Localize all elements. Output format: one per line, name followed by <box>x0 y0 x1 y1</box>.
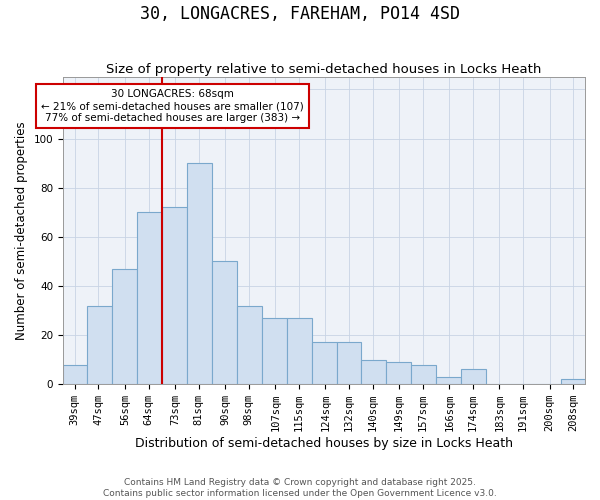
Bar <box>312 342 337 384</box>
Bar <box>461 370 486 384</box>
Y-axis label: Number of semi-detached properties: Number of semi-detached properties <box>15 122 28 340</box>
Bar <box>436 377 461 384</box>
Text: 30, LONGACRES, FAREHAM, PO14 4SD: 30, LONGACRES, FAREHAM, PO14 4SD <box>140 5 460 23</box>
Bar <box>262 318 287 384</box>
Bar <box>562 380 585 384</box>
Bar <box>86 306 112 384</box>
Title: Size of property relative to semi-detached houses in Locks Heath: Size of property relative to semi-detach… <box>106 63 542 76</box>
Text: 30 LONGACRES: 68sqm
← 21% of semi-detached houses are smaller (107)
77% of semi-: 30 LONGACRES: 68sqm ← 21% of semi-detach… <box>41 90 304 122</box>
Bar <box>112 269 137 384</box>
Bar <box>212 262 237 384</box>
Bar <box>237 306 262 384</box>
Bar <box>337 342 361 384</box>
Bar <box>63 364 86 384</box>
Bar <box>137 212 162 384</box>
Bar <box>162 208 187 384</box>
Bar <box>287 318 312 384</box>
Bar <box>411 364 436 384</box>
Bar <box>187 163 212 384</box>
Bar <box>361 360 386 384</box>
Bar <box>386 362 411 384</box>
X-axis label: Distribution of semi-detached houses by size in Locks Heath: Distribution of semi-detached houses by … <box>135 437 513 450</box>
Text: Contains HM Land Registry data © Crown copyright and database right 2025.
Contai: Contains HM Land Registry data © Crown c… <box>103 478 497 498</box>
